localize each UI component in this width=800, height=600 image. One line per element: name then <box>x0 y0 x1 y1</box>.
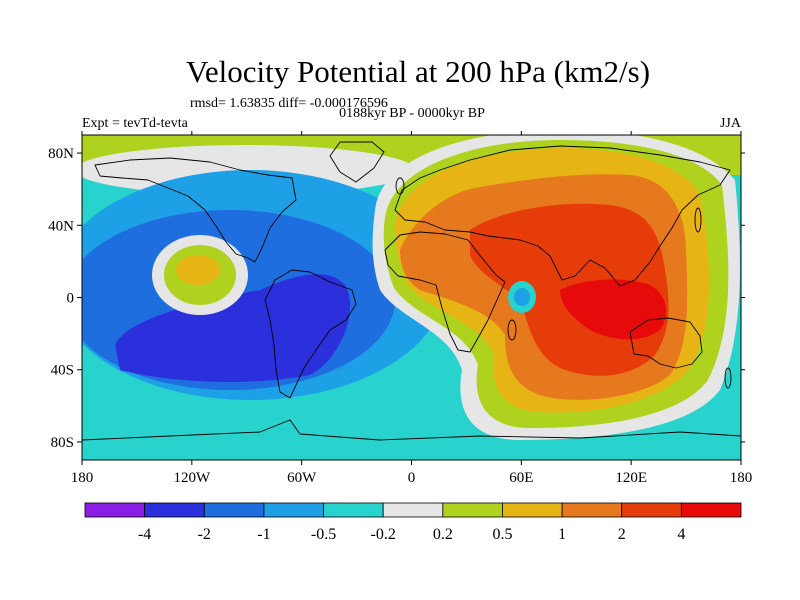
colorbar-label: -4 <box>138 526 151 543</box>
coastline-north-america <box>94 157 297 263</box>
contour-americas-dark-blue <box>115 274 351 382</box>
colorbar-swatch <box>561 502 623 518</box>
coastline-eurasia <box>394 145 731 287</box>
contour-east-pacific-orange <box>176 255 220 285</box>
coastline-new-zealand <box>724 367 732 389</box>
longitude-tick-labels: 180 120W 60W 0 60E 120E 180 <box>71 131 753 486</box>
map-title: Velocity Potential at 200 hPa (km2/s) <box>186 54 650 89</box>
colorbar-swatch <box>203 502 265 518</box>
colorbar-swatch <box>144 502 205 518</box>
colorbar-label: -0.2 <box>371 526 396 543</box>
colorbar-swatch <box>84 502 146 518</box>
coastline-madagascar <box>507 319 517 341</box>
coastline-greenland <box>329 141 385 183</box>
latitude-tick-labels: 80N 40N 0 40S 80S <box>48 146 745 451</box>
colorbar-label: -2 <box>198 526 211 543</box>
colorbar-swatch <box>382 502 444 518</box>
coastline-africa <box>384 231 506 353</box>
lat-tick-label: 80S <box>51 435 74 451</box>
colorbar-swatch <box>323 502 384 518</box>
coastline-japan <box>694 207 702 233</box>
colorbar-swatch <box>680 502 742 518</box>
colorbar-label: -0.5 <box>311 526 336 543</box>
season-label: JJA <box>720 116 742 131</box>
lat-tick-label: 40S <box>51 363 74 379</box>
lon-tick-label: 180 <box>71 470 94 486</box>
coastline-antarctica <box>82 419 741 441</box>
colorbar-label: 0.2 <box>433 526 453 543</box>
coastline-south-america <box>264 269 357 399</box>
lon-tick-label: 60E <box>509 470 533 486</box>
colorbar-label: -1 <box>257 526 270 543</box>
lon-tick-label: 120E <box>615 470 647 486</box>
colorbar: -4 -2 -1 -0.5 -0.2 0.2 0.5 1 2 4 <box>84 502 742 543</box>
coastlines <box>82 141 741 441</box>
colorbar-swatch <box>502 502 563 518</box>
colorbar-label: 2 <box>618 526 626 543</box>
lon-tick-label: 0 <box>408 470 416 486</box>
lat-tick-label: 0 <box>67 291 75 307</box>
colorbar-label: 1 <box>558 526 566 543</box>
lon-tick-label: 180 <box>730 470 753 486</box>
colorbar-swatch <box>263 502 324 518</box>
colorbar-swatch <box>621 502 682 518</box>
lat-tick-label: 80N <box>48 146 74 162</box>
lat-tick-label: 40N <box>48 218 74 234</box>
lon-tick-label: 120W <box>173 470 211 486</box>
experiment-label: Expt = tevTd-tevta <box>82 116 189 131</box>
stats-text: rmsd= 1.63835 diff= -0.000176596 <box>190 96 388 111</box>
coastline-australia <box>629 317 703 369</box>
contour-map-area <box>82 135 741 460</box>
period-label: 0188kyr BP - 0000kyr BP <box>339 106 485 121</box>
colorbar-label: 4 <box>677 526 685 543</box>
lon-tick-label: 60W <box>287 470 317 486</box>
coastline-great-britain <box>395 177 405 195</box>
colorbar-swatch <box>442 502 503 518</box>
colorbar-label: 0.5 <box>492 526 512 543</box>
contour-indonesia-red <box>560 279 666 340</box>
contour-africa-blue <box>514 288 530 306</box>
